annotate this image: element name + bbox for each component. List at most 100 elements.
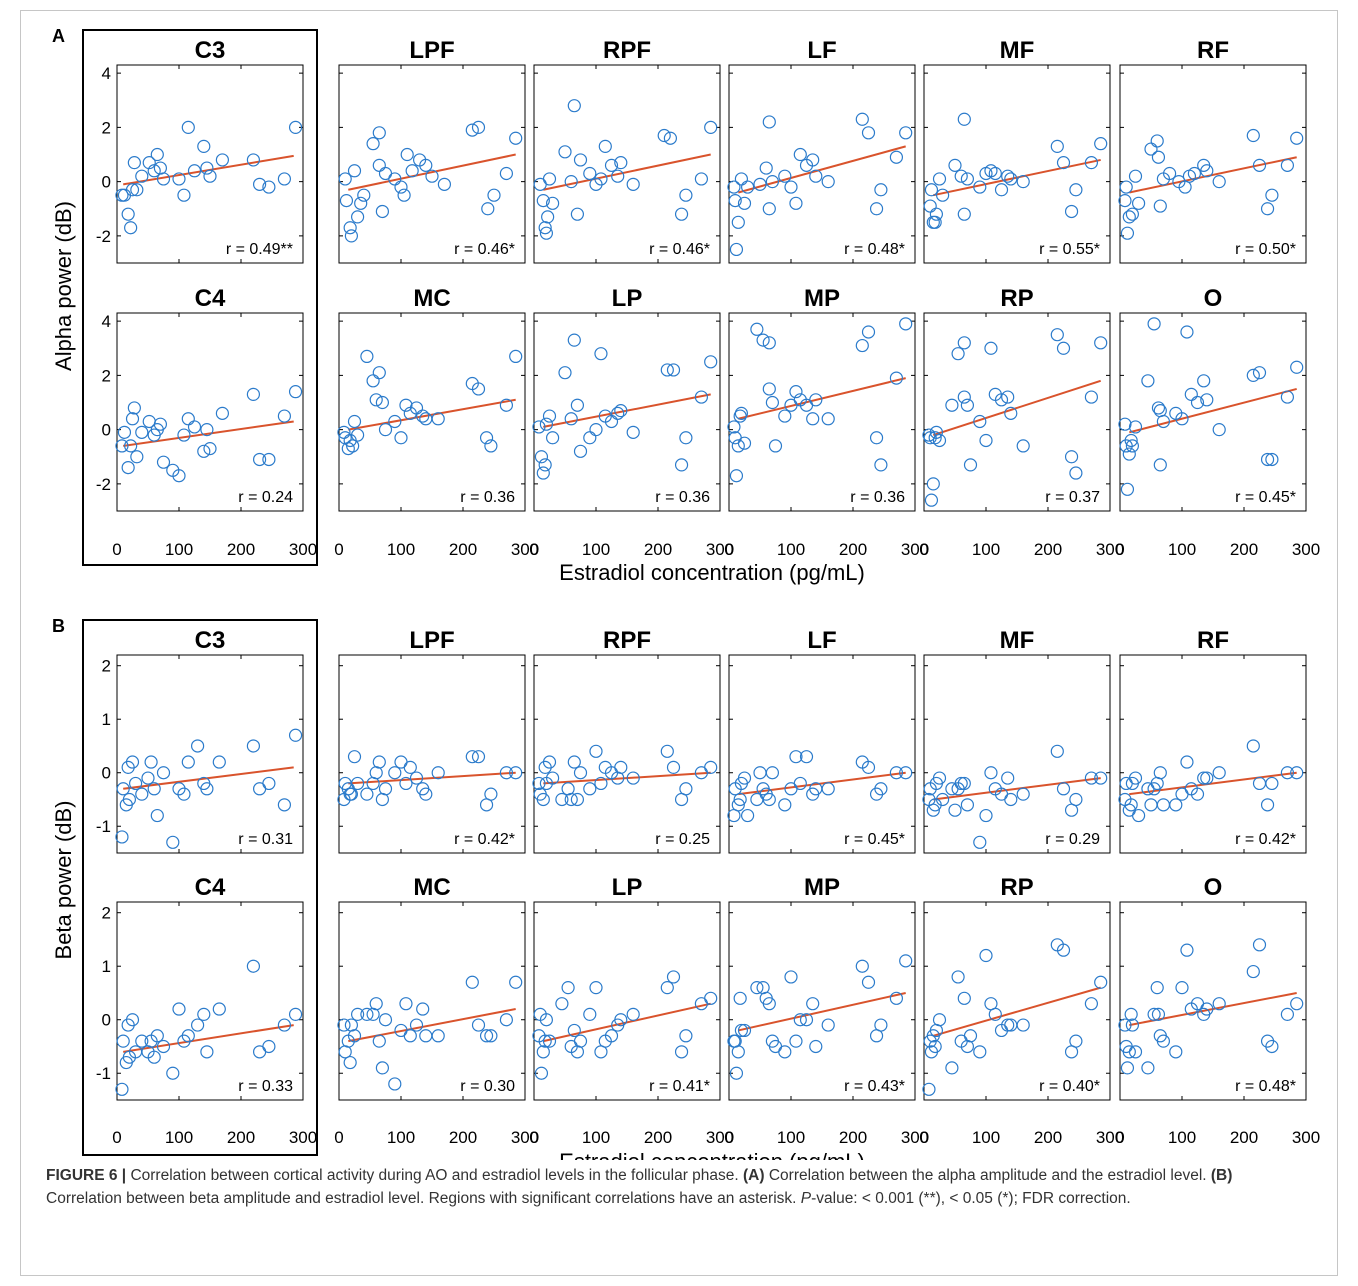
data-point [957, 207, 971, 221]
data-point [765, 766, 780, 780]
data-point [121, 207, 135, 221]
data-point [532, 776, 546, 791]
data-point [144, 755, 158, 769]
subplot-B-RPF: RPF r = 0.25 [532, 627, 721, 854]
data-point [351, 428, 365, 442]
axes-box [728, 901, 916, 1101]
data-point [573, 1034, 588, 1048]
data-point [694, 390, 709, 404]
data-point [874, 183, 888, 197]
r-value-label: r = 0.36 [460, 489, 515, 506]
data-point [400, 147, 414, 162]
data-point [874, 1018, 888, 1032]
r-value-label: r = 0.48* [1235, 1078, 1296, 1095]
r-value-label: r = 0.24 [238, 489, 293, 506]
data-point [573, 153, 588, 167]
data-point [534, 1066, 549, 1080]
data-point [1200, 771, 1214, 785]
data-point [1252, 158, 1267, 172]
axes-box [338, 312, 526, 512]
y-tick-label: -2 [96, 227, 111, 246]
data-point [351, 210, 365, 224]
figure-caption: FIGURE 6 | Correlation between cortical … [46, 1164, 1306, 1210]
x-tick-label: 300 [706, 540, 734, 559]
caption-text-4: -value: < 0.001 (**), < 0.05 (*); FDR co… [811, 1190, 1131, 1207]
data-point [419, 787, 433, 801]
data-point [177, 428, 191, 442]
data-point [567, 333, 581, 347]
data-point [674, 207, 689, 221]
subplot-A-RP: RP 0 100 200 300 r = 0.37 [919, 285, 1124, 559]
x-tick-label: 0 [724, 1128, 733, 1147]
data-point [928, 1039, 942, 1054]
data-point [1280, 158, 1295, 172]
data-point [1016, 175, 1030, 189]
data-point [954, 169, 968, 183]
x-tick-label: 0 [919, 540, 928, 559]
x-tick-label: 0 [724, 540, 733, 559]
subplot-title: RPF [603, 37, 651, 64]
data-point [399, 398, 413, 412]
data-point [762, 792, 776, 807]
data-point [339, 194, 354, 208]
data-point [1056, 782, 1071, 796]
axes-box [338, 901, 526, 1101]
data-point [347, 164, 362, 178]
data-point [704, 120, 718, 134]
data-point [156, 172, 171, 186]
r-value-label: r = 0.42* [454, 831, 515, 848]
subplot-title: C4 [195, 285, 226, 312]
data-point [889, 991, 904, 1005]
data-point [1084, 771, 1099, 785]
data-point [172, 172, 186, 186]
data-point [1124, 1007, 1138, 1021]
fit-line [1129, 387, 1297, 434]
fit-line [933, 986, 1101, 1037]
data-point [378, 782, 393, 796]
data-point [1153, 766, 1167, 780]
data-point [626, 177, 640, 191]
data-point [1156, 1034, 1171, 1048]
data-point [555, 997, 569, 1011]
data-point [343, 221, 357, 235]
data-point [388, 1077, 402, 1091]
data-point [288, 1007, 303, 1021]
data-point [1151, 1007, 1166, 1021]
data-point [666, 760, 681, 774]
data-point [1064, 450, 1079, 464]
data-point [704, 355, 718, 369]
subplot-title: MP [804, 285, 840, 312]
data-point [1120, 482, 1135, 496]
data-point [973, 414, 987, 429]
data-point [347, 1029, 362, 1043]
data-point [948, 803, 962, 817]
data-point [666, 363, 681, 377]
data-point [369, 393, 383, 407]
data-point [1260, 798, 1275, 812]
data-point [614, 404, 628, 418]
data-point [344, 787, 358, 801]
data-point [471, 120, 486, 134]
data-point [1200, 164, 1214, 178]
data-point [1016, 1018, 1030, 1032]
data-point [509, 766, 523, 780]
data-point [573, 766, 588, 780]
data-point [954, 776, 968, 791]
x-tick-label: 300 [901, 1128, 929, 1147]
data-point [626, 771, 640, 785]
x-tick-label: 0 [112, 540, 121, 559]
subplot-title: MC [413, 285, 450, 312]
data-point [704, 991, 718, 1005]
data-point [534, 450, 549, 464]
x-tick-label: 0 [1115, 1128, 1124, 1147]
data-point [727, 180, 741, 194]
data-point [1252, 366, 1267, 380]
figure-6-chart: A Alpha power (dB) Estradiol concentration… [51, 26, 1320, 1160]
data-point [536, 792, 550, 807]
data-point [762, 115, 776, 129]
data-point [1190, 395, 1205, 410]
data-point [1069, 792, 1083, 807]
r-value-label: r = 0.36 [850, 489, 905, 506]
data-point [789, 750, 803, 764]
x-tick-label: 100 [777, 540, 805, 559]
